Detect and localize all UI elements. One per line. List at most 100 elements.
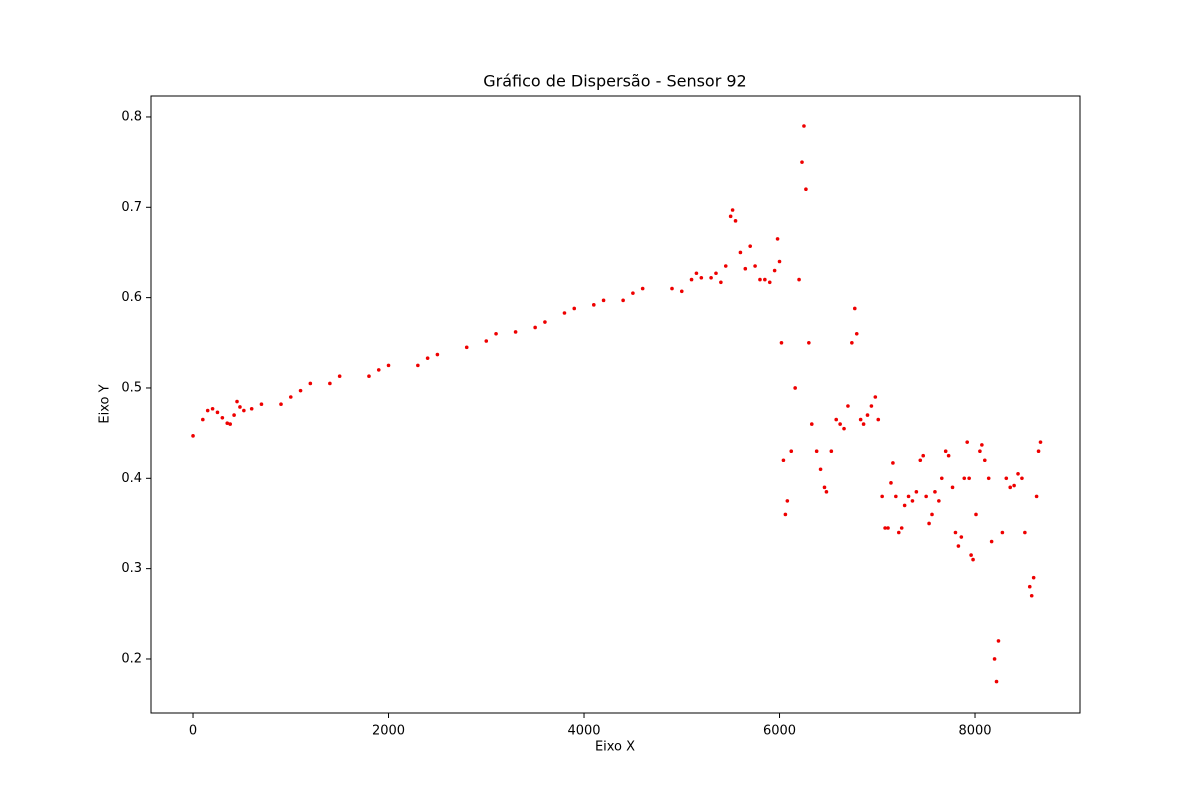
plot-frame <box>150 95 1081 714</box>
data-point <box>1038 440 1043 444</box>
data-point <box>974 512 978 517</box>
data-point <box>601 298 606 303</box>
data-point <box>494 331 498 336</box>
data-point <box>235 399 239 404</box>
data-point <box>249 406 254 411</box>
data-point <box>367 374 371 379</box>
data-point <box>1031 575 1036 580</box>
data-point <box>719 280 723 285</box>
data-point <box>899 526 904 530</box>
data-point <box>572 306 577 311</box>
data-point <box>1023 530 1027 535</box>
data-point <box>753 264 757 268</box>
data-point <box>846 404 850 408</box>
data-point <box>969 553 973 557</box>
data-point <box>1016 471 1020 476</box>
data-point <box>640 286 645 291</box>
data-point <box>824 490 829 494</box>
data-point <box>298 388 303 393</box>
data-point <box>930 512 934 517</box>
data-point <box>809 422 814 426</box>
data-point <box>337 374 342 379</box>
data-point <box>714 271 718 276</box>
data-point <box>965 440 969 444</box>
data-point <box>906 494 911 499</box>
data-point <box>210 406 215 411</box>
data-point <box>838 422 842 426</box>
data-point <box>201 417 205 422</box>
data-point <box>858 417 863 422</box>
data-point <box>376 368 381 372</box>
data-point <box>1012 483 1016 488</box>
data-point <box>989 539 994 544</box>
data-point <box>591 303 596 307</box>
data-point <box>785 499 790 503</box>
data-point <box>232 413 236 417</box>
data-point <box>902 503 907 508</box>
data-point <box>918 458 923 463</box>
data-point <box>728 214 733 219</box>
x-tick-label: 8000 <box>958 724 991 739</box>
data-point <box>631 291 635 295</box>
data-point <box>939 476 944 481</box>
x-tick-label: 0 <box>189 724 197 739</box>
data-point <box>694 271 699 276</box>
data-point <box>308 381 313 386</box>
data-point <box>1020 476 1024 481</box>
data-point <box>886 526 890 530</box>
data-point <box>328 381 332 386</box>
data-point <box>543 320 547 324</box>
x-tick-label: 2000 <box>372 724 405 739</box>
y-tick-label: 0.2 <box>121 651 142 666</box>
data-point <box>435 352 440 357</box>
data-point <box>1000 530 1005 535</box>
data-point <box>814 449 819 454</box>
data-point <box>850 341 854 345</box>
data-point <box>996 639 1001 643</box>
data-point <box>743 266 748 271</box>
data-point <box>861 422 866 426</box>
data-point <box>924 494 928 499</box>
data-point <box>971 557 975 562</box>
data-point <box>793 386 797 390</box>
data-point <box>783 512 788 517</box>
data-point <box>767 280 772 285</box>
data-point <box>962 476 967 481</box>
data-point <box>288 395 293 399</box>
data-point <box>943 449 948 454</box>
y-tick-label: 0.5 <box>121 380 142 395</box>
data-point <box>191 434 195 438</box>
data-point <box>800 160 804 164</box>
data-point <box>621 298 625 303</box>
data-point <box>775 237 780 241</box>
x-tick-label: 6000 <box>763 724 796 739</box>
y-tick-label: 0.3 <box>121 561 142 576</box>
y-tick-label: 0.4 <box>121 471 142 486</box>
data-point <box>1029 593 1034 598</box>
data-point <box>215 410 220 415</box>
data-point <box>980 443 984 447</box>
data-point <box>748 244 752 248</box>
data-point <box>967 476 971 481</box>
data-point <box>689 277 694 282</box>
data-point <box>834 417 839 422</box>
data-point <box>797 277 801 282</box>
data-point <box>946 453 951 458</box>
y-axis-label: Eixo Y <box>98 384 113 423</box>
data-point <box>225 421 230 425</box>
data-point <box>829 449 834 454</box>
data-point <box>822 485 827 490</box>
data-point <box>416 363 420 368</box>
data-point <box>818 467 823 472</box>
y-tick-label: 0.8 <box>121 109 142 124</box>
data-point <box>933 490 937 494</box>
data-point <box>992 657 997 661</box>
data-point <box>910 499 915 503</box>
data-point <box>891 461 895 465</box>
data-point <box>238 405 242 409</box>
data-point <box>562 311 567 315</box>
data-point <box>699 275 704 280</box>
data-point <box>807 341 811 345</box>
